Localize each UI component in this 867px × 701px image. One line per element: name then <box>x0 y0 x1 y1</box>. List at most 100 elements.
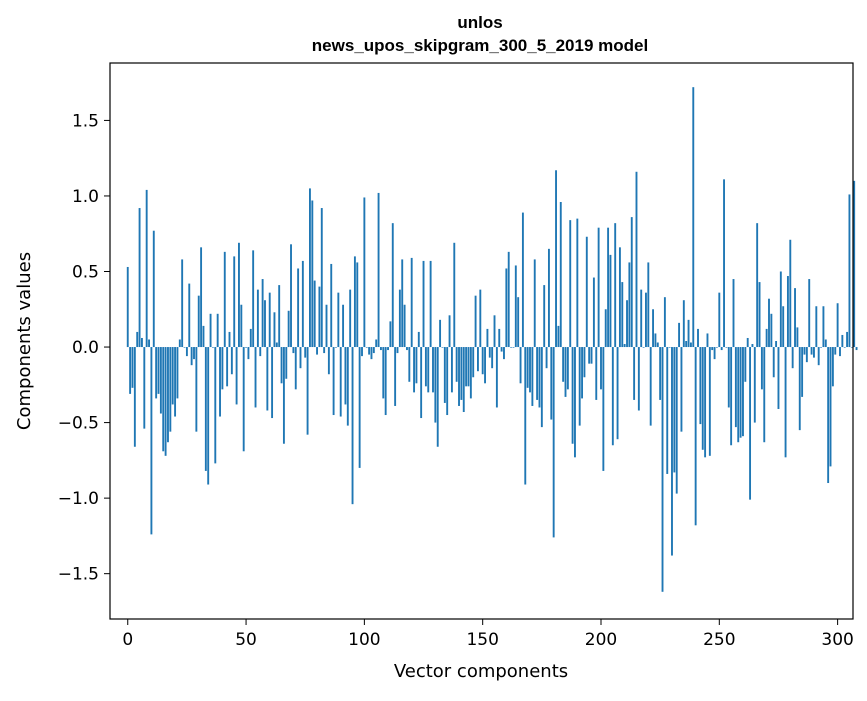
bar-207 <box>616 347 619 440</box>
bar-129 <box>432 347 434 393</box>
bar-22 <box>178 339 181 348</box>
bar-18 <box>169 347 172 432</box>
bar-306 <box>850 347 853 348</box>
bar-25 <box>185 347 188 357</box>
bar-117 <box>403 304 406 348</box>
bar-31 <box>200 247 203 348</box>
bar-115 <box>398 289 401 348</box>
bar-269 <box>763 347 766 443</box>
bar-111 <box>389 321 392 348</box>
bar-211 <box>626 300 628 348</box>
bar-74 <box>301 260 304 348</box>
bar-47 <box>238 242 240 348</box>
bar-157 <box>498 328 501 348</box>
bar-239 <box>692 87 695 348</box>
bar-296 <box>827 347 830 484</box>
bar-232 <box>675 347 678 494</box>
bar-214 <box>633 347 636 400</box>
bar-20 <box>174 347 177 417</box>
y-tick-label: 1.0 <box>72 187 99 207</box>
bar-138 <box>453 242 456 348</box>
bar-135 <box>446 347 449 416</box>
bar-160 <box>505 268 508 348</box>
bar-151 <box>484 347 486 384</box>
bar-304 <box>846 331 849 348</box>
bar-280 <box>789 239 792 348</box>
bar-256 <box>732 279 735 348</box>
bar-204 <box>609 254 612 348</box>
bar-48 <box>240 304 243 348</box>
bar-186 <box>566 347 569 390</box>
bar-193 <box>583 347 586 378</box>
bar-213 <box>630 217 633 348</box>
bar-258 <box>737 347 740 443</box>
bar-185 <box>564 347 567 397</box>
bar-112 <box>391 223 394 348</box>
bar-198 <box>595 347 598 400</box>
bar-97 <box>356 262 359 348</box>
bar-38 <box>216 313 219 348</box>
bar-229 <box>668 347 671 348</box>
bar-104 <box>372 347 375 354</box>
bar-210 <box>623 344 626 348</box>
bar-56 <box>259 347 262 357</box>
bar-245 <box>706 333 709 348</box>
bar-86 <box>330 263 333 348</box>
bar-41 <box>223 251 226 348</box>
bar-101 <box>365 347 368 348</box>
bar-130 <box>434 347 437 423</box>
bar-118 <box>406 347 408 351</box>
bar-218 <box>642 347 645 348</box>
bar-11 <box>152 230 155 348</box>
bar-46 <box>235 347 238 405</box>
bar-187 <box>569 220 572 348</box>
bar-75 <box>304 347 307 358</box>
bar-173 <box>536 347 539 400</box>
bar-84 <box>325 304 328 348</box>
bar-166 <box>519 347 522 384</box>
bar-92 <box>344 347 347 405</box>
bar-139 <box>455 347 458 382</box>
bar-159 <box>503 347 505 360</box>
bar-181 <box>555 170 557 348</box>
x-axis-label: Vector components <box>394 661 568 682</box>
bar-276 <box>779 271 782 348</box>
bar-275 <box>777 347 780 409</box>
x-tick-label: 50 <box>235 630 257 650</box>
bar-94 <box>349 289 352 348</box>
bar-125 <box>422 260 425 348</box>
bar-45 <box>233 256 236 348</box>
bar-233 <box>678 322 681 348</box>
bar-259 <box>739 347 742 438</box>
bar-108 <box>382 347 385 399</box>
bar-142 <box>462 347 465 413</box>
bar-284 <box>798 347 801 431</box>
bar-82 <box>320 208 323 348</box>
bar-161 <box>507 251 510 348</box>
bar-153 <box>488 347 491 358</box>
bar-63 <box>275 342 278 348</box>
x-tick-label: 300 <box>821 630 853 650</box>
y-tick-label: −1.0 <box>58 489 99 509</box>
bar-33 <box>204 347 207 471</box>
bar-299 <box>834 347 837 355</box>
bar-172 <box>533 259 536 348</box>
bar-291 <box>815 306 818 348</box>
bar-149 <box>479 289 482 348</box>
bar-95 <box>351 347 354 505</box>
x-tick-label: 100 <box>348 630 380 650</box>
bar-61 <box>271 347 274 419</box>
bar-220 <box>647 262 650 348</box>
bar-6 <box>141 337 143 348</box>
bar-249 <box>715 347 718 348</box>
bar-171 <box>531 347 534 406</box>
bar-298 <box>831 347 834 387</box>
bar-88 <box>335 347 337 348</box>
bar-14 <box>159 347 162 414</box>
bar-265 <box>753 347 756 423</box>
bar-124 <box>420 347 423 419</box>
bar-247 <box>711 347 714 351</box>
bar-163 <box>512 347 515 348</box>
plot-area <box>110 63 853 619</box>
bar-266 <box>756 223 759 348</box>
